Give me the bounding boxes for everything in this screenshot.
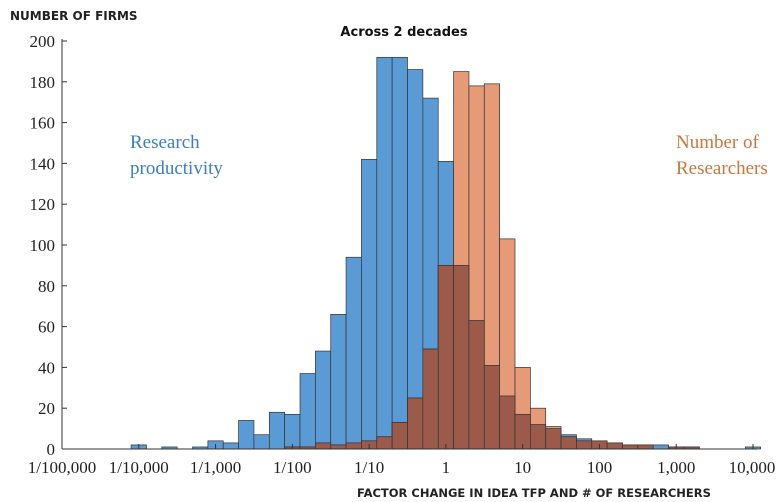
y-tick-label: 180 [30, 73, 56, 92]
bar-research-productivity-32 [652, 444, 669, 450]
bar-overlap-8 [499, 395, 516, 450]
bar-research-productivity-10 [315, 350, 332, 450]
bar-research-productivity-4 [222, 442, 239, 450]
axes [61, 39, 757, 450]
annotation-line: Research [130, 132, 200, 153]
bar-overlap-16 [560, 436, 577, 450]
series-overlap [284, 265, 700, 450]
annotation-number-of-researchers: Number of Researchers [676, 132, 768, 179]
x-tick-label: 1 [442, 458, 451, 477]
bar-overlap--4 [407, 397, 424, 450]
x-axis-label: FACTOR CHANGE IN IDEA TFP AND # OF RESEA… [357, 486, 711, 500]
x-tick-label: 1,000 [657, 458, 695, 477]
x-tick-label: 1/10 [354, 458, 384, 477]
y-tick-label: 200 [30, 32, 56, 51]
y-tick-label: 60 [38, 318, 55, 337]
x-tick-label: 1/100,000 [28, 458, 96, 477]
bar-overlap-12 [529, 424, 547, 450]
y-axis-label: NUMBER OF FIRMS [10, 9, 138, 23]
bar-overlap-2 [453, 265, 470, 450]
bar-overlap--16 [315, 442, 332, 450]
x-ticks: 1/100,000 1/10,000 1/1,000 1/100 1/10 1 10 100 1… [28, 444, 776, 477]
bar-overlap-4 [468, 320, 485, 450]
bar-research-productivity-15 [391, 56, 408, 450]
bar-research-productivity-9 [299, 373, 316, 450]
bar-research-productivity-13 [361, 158, 378, 450]
x-tick-label: 10 [514, 458, 531, 477]
annotation-line: Researchers [676, 158, 768, 179]
bar-overlap-26 [637, 444, 654, 450]
x-tick-label: 1/10,000 [109, 458, 169, 477]
x-tick-label: 100 [587, 458, 613, 477]
bar-overlap--8 [376, 436, 393, 450]
bar-research-productivity-8 [284, 413, 301, 450]
y-tick-label: 40 [38, 358, 55, 377]
bar-overlap--6 [391, 422, 408, 450]
annotation-research-productivity: Research productivity [130, 132, 223, 179]
x-tick-label: 1/1,000 [190, 458, 241, 477]
bar-research-productivity-5 [238, 420, 255, 450]
bar-research-productivity-16 [407, 69, 424, 450]
bar-overlap-14 [545, 428, 562, 450]
bar-research-productivity-7 [268, 411, 286, 450]
y-tick-label: 120 [30, 195, 56, 214]
y-tick-label: 160 [30, 114, 56, 133]
bar-overlap-10 [514, 413, 531, 450]
y-tick-label: 20 [38, 399, 55, 418]
bar-overlap-24 [622, 444, 639, 450]
bar-research-productivity-12 [345, 256, 362, 450]
y-tick-label: 140 [30, 154, 56, 173]
bar-research-productivity-6 [253, 434, 270, 450]
annotation-line: Number of [676, 132, 760, 153]
chart-title: Across 2 decades [340, 25, 467, 40]
bar-overlap--12 [345, 442, 362, 450]
bar-overlap-18 [576, 440, 593, 450]
y-ticks: 0 20 40 60 80 100 120 140 160 180 200 [30, 32, 67, 459]
x-tick-label: 1/100 [273, 458, 312, 477]
y-tick-label: 100 [30, 236, 56, 255]
annotation-line: productivity [130, 158, 223, 179]
bar-overlap-0 [437, 265, 454, 450]
bar-overlap--14 [330, 444, 347, 450]
y-tick-label: 80 [38, 277, 55, 296]
bar-research-productivity-11 [330, 314, 347, 450]
y-tick-label: 0 [47, 440, 56, 459]
bar-overlap--2 [422, 348, 439, 450]
bar-research-productivity-14 [376, 56, 393, 450]
bar-overlap-6 [483, 365, 500, 450]
bar-overlap-22 [606, 442, 623, 450]
x-tick-label: 10,000 [729, 458, 776, 477]
